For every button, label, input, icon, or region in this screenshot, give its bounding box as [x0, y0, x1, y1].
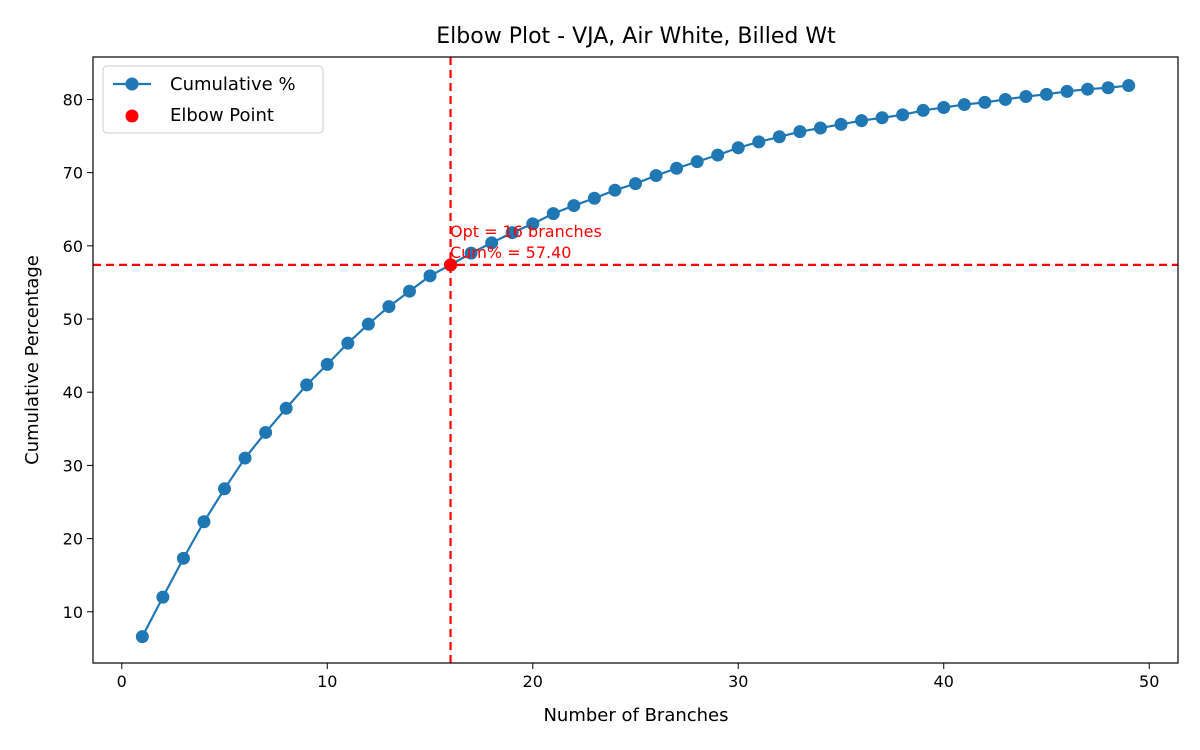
data-point	[649, 169, 663, 183]
x-tick-label: 20	[523, 672, 543, 691]
x-tick-label: 30	[728, 672, 748, 691]
data-point	[587, 191, 601, 205]
data-point	[916, 103, 930, 117]
data-point	[793, 125, 807, 139]
data-point	[752, 135, 766, 149]
data-point	[546, 207, 560, 221]
data-point	[772, 130, 786, 144]
data-point	[670, 161, 684, 175]
data-point	[1039, 87, 1053, 101]
data-point	[1122, 79, 1136, 93]
legend: Cumulative % Elbow Point	[102, 65, 324, 134]
data-point	[382, 300, 396, 314]
data-point	[320, 357, 334, 371]
data-point	[1081, 82, 1095, 96]
data-point	[875, 111, 889, 125]
data-point	[896, 108, 910, 122]
data-point	[218, 482, 232, 496]
legend-box	[102, 65, 324, 134]
y-tick-label: 10	[63, 603, 83, 622]
y-tick-label: 20	[63, 530, 83, 549]
data-point	[813, 121, 827, 135]
elbow-annotation: Opt = 16 branches Cum% = 57.40	[450, 222, 602, 262]
data-point	[259, 425, 273, 439]
y-axis-label: Cumulative Percentage	[22, 255, 43, 465]
data-point	[197, 515, 211, 529]
data-point	[361, 317, 375, 331]
x-tick-label: 10	[317, 672, 337, 691]
y-axis: 10 20 30 40 50 60 70 80	[63, 90, 93, 622]
y-tick-label: 60	[63, 237, 83, 256]
y-tick-label: 30	[63, 456, 83, 475]
data-point	[1060, 84, 1074, 98]
legend-label-cumulative: Cumulative %	[170, 74, 296, 95]
chart-title: Elbow Plot - VJA, Air White, Billed Wt	[436, 24, 836, 49]
data-point	[176, 551, 190, 565]
data-point	[505, 226, 519, 240]
series-line	[141, 84, 1129, 638]
data-point	[957, 98, 971, 112]
data-point	[135, 630, 149, 644]
data-point	[279, 401, 293, 415]
data-point	[690, 155, 704, 169]
y-tick-label: 40	[63, 383, 83, 402]
x-tick-label: 0	[117, 672, 127, 691]
data-point	[629, 177, 642, 191]
annotation-line-1: Opt = 16 branches	[450, 222, 602, 241]
data-point	[1101, 81, 1115, 95]
y-tick-label: 70	[63, 164, 83, 183]
data-point	[711, 148, 725, 162]
legend-item-cumulative: Cumulative %	[113, 74, 296, 95]
annotation-line-2: Cum% = 57.40	[450, 243, 571, 262]
data-point	[1019, 90, 1033, 104]
series-layer	[135, 79, 1136, 644]
x-axis-label: Number of Branches	[543, 705, 728, 726]
plot-area	[93, 57, 1178, 663]
x-tick-label: 40	[934, 672, 954, 691]
data-point	[567, 199, 581, 213]
legend-label-elbow: Elbow Point	[170, 105, 274, 126]
data-point	[423, 269, 437, 283]
data-point	[464, 246, 478, 260]
y-tick-label: 80	[63, 90, 83, 109]
y-tick-label: 50	[63, 310, 83, 329]
legend-marker-swatch	[125, 77, 139, 91]
data-point	[485, 236, 499, 250]
data-point	[731, 141, 745, 155]
data-point	[608, 183, 622, 197]
elbow-point-marker	[444, 258, 458, 272]
data-point	[834, 117, 848, 131]
legend-item-elbow: Elbow Point	[125, 105, 274, 126]
data-point	[238, 451, 252, 465]
x-tick-label: 50	[1139, 672, 1159, 691]
data-point	[855, 114, 869, 128]
reference-lines	[93, 57, 1178, 663]
data-point	[300, 378, 314, 392]
legend-elbow-swatch	[125, 109, 139, 123]
data-point	[978, 95, 992, 109]
data-point	[526, 217, 540, 231]
data-point	[156, 590, 170, 604]
data-point	[341, 336, 355, 350]
x-axis: 0 10 20 30 40 50	[117, 663, 1159, 691]
data-point	[937, 101, 951, 114]
data-point	[998, 92, 1012, 106]
data-point	[402, 284, 416, 298]
plot-frame	[92, 56, 1179, 664]
